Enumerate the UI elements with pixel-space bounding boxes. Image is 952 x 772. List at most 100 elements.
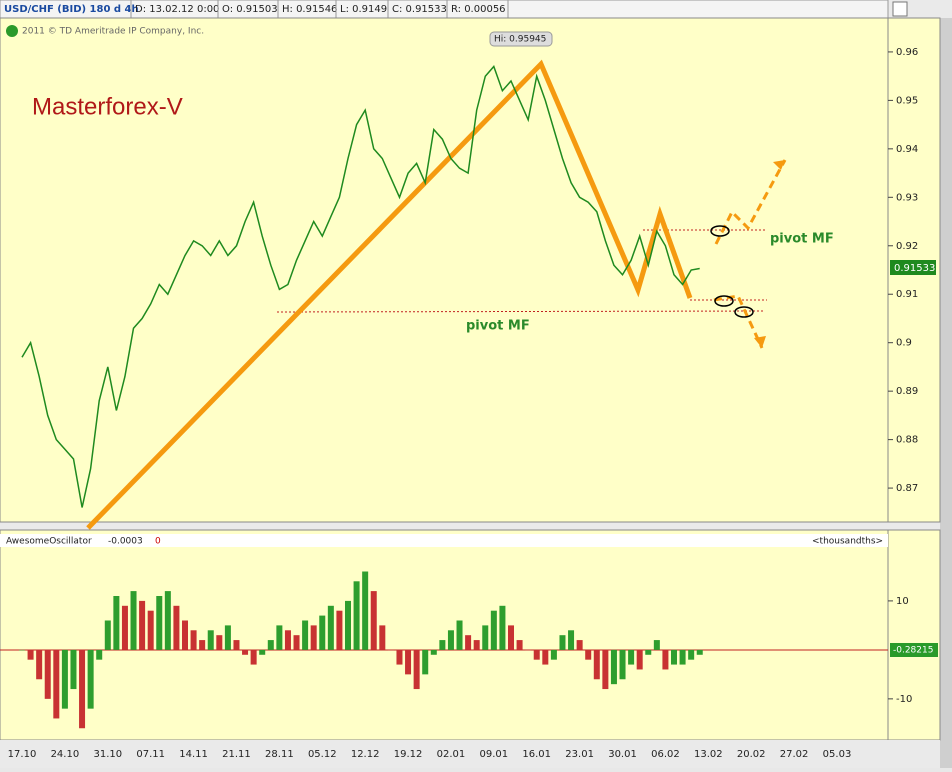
oscillator-bar — [499, 605, 506, 650]
oscillator-bar — [207, 630, 214, 650]
oscillator-bar — [310, 625, 317, 650]
range-field: R: 0.00056 — [451, 4, 506, 15]
x-tick-label: 16.01 — [522, 749, 551, 760]
x-tick-label: 27.02 — [780, 749, 809, 760]
high-label: Hi: 0.95945 — [494, 35, 546, 45]
oscillator-bar — [96, 649, 103, 660]
level-box — [890, 643, 938, 657]
x-tick-label: 21.11 — [222, 749, 251, 760]
oscillator-bar — [130, 591, 137, 650]
symbol: USD/CHF (BID) 180 d 4h — [4, 4, 139, 15]
oscillator-bar — [61, 649, 68, 709]
oscillator-bar — [362, 571, 369, 650]
oscillator-bar — [216, 635, 223, 650]
side-tabs — [940, 18, 952, 768]
y-tick-label: 0.92 — [896, 241, 918, 252]
copyright: 2011 © TD Ameritrade IP Company, Inc. — [22, 27, 204, 37]
x-tick-label: 13.02 — [694, 749, 723, 760]
oscillator-bar — [619, 649, 626, 680]
oscillator-bar — [276, 625, 283, 650]
open-field: O: 0.91503 — [222, 4, 278, 15]
y-tick-label: 0.91 — [896, 289, 918, 300]
oscillator-bar — [430, 649, 437, 655]
oscillator-bar — [79, 649, 86, 729]
last-price: 0.91533 — [894, 263, 935, 274]
y-tick-label: -10 — [896, 694, 912, 705]
x-tick-label: 07.11 — [136, 749, 165, 760]
oscillator-bar — [679, 649, 686, 665]
oscillator-bar — [302, 620, 309, 650]
oscillator-bar — [696, 649, 703, 655]
y-tick-label: 0.9 — [896, 338, 912, 349]
x-tick-label: 17.10 — [8, 749, 37, 760]
oscillator-bar — [319, 615, 326, 650]
x-tick-label: 28.11 — [265, 749, 294, 760]
projection-up — [714, 159, 787, 245]
oscillator-bar — [593, 649, 600, 680]
oscillator-bar — [147, 610, 154, 650]
oscillator-axis — [887, 529, 941, 741]
oscillator-bar — [36, 649, 43, 680]
x-tick-label: 02.01 — [437, 749, 466, 760]
oscillator-value: -0.0003 — [108, 537, 143, 547]
x-tick-label: 05.12 — [308, 749, 337, 760]
oscillator-name: AwesomeOscillator — [6, 537, 92, 547]
date-axis — [0, 740, 940, 768]
high-field: H: 0.91546 — [282, 4, 337, 15]
oscillator-bar — [585, 649, 592, 660]
x-tick-label: 19.12 — [394, 749, 423, 760]
oscillator-bar — [670, 649, 678, 665]
oscillator-bar — [507, 625, 515, 650]
oscillator-bar — [405, 649, 412, 675]
settings-button[interactable] — [892, 1, 908, 17]
oscillator-bar — [53, 649, 60, 719]
logo — [6, 25, 18, 37]
oscillator-bar — [516, 640, 523, 650]
oscillator-bar — [447, 630, 454, 650]
oscillator-bar — [27, 649, 34, 660]
oscillator-bar — [379, 625, 386, 650]
oscillator-bar — [525, 649, 532, 651]
oscillator-bar — [242, 649, 249, 655]
oscillator-bar — [190, 630, 197, 650]
x-tick-label: 20.02 — [737, 749, 766, 760]
y-tick-label: 0.87 — [896, 483, 918, 494]
oscillator-bar — [87, 649, 94, 709]
oscillator-bar — [456, 620, 463, 650]
oscillator-bar — [550, 649, 557, 660]
oscillator-bar — [653, 640, 660, 650]
oscillator-bar — [173, 605, 180, 650]
oscillator-bar — [70, 649, 77, 690]
oscillator-bar — [293, 635, 300, 650]
x-tick-label: 06.02 — [651, 749, 680, 760]
oscillator-bar — [344, 600, 352, 650]
oscillator-bar — [267, 640, 274, 650]
x-tick-label: 12.12 — [351, 749, 380, 760]
last-price-box — [890, 260, 936, 275]
high-label-box — [489, 31, 553, 47]
oscillator-bar — [224, 625, 231, 650]
oscillator-bar — [284, 630, 291, 650]
oscillator-bar — [662, 649, 669, 670]
marker — [714, 295, 734, 307]
marker — [710, 225, 730, 237]
price-line — [21, 65, 700, 508]
oscillator-bar — [688, 649, 695, 660]
oscillator-bar — [482, 625, 489, 650]
date-field: D: 13.02.12 0:00 — [135, 4, 219, 15]
pattern-line — [86, 59, 693, 530]
close-field: C: 0.91533 — [392, 4, 447, 15]
low-field: L: 0.9149 — [340, 4, 387, 15]
level-label: -0.28215 — [893, 646, 933, 656]
y-tick-label: 0.89 — [896, 386, 918, 397]
oscillator-bar — [259, 649, 266, 655]
oscillator-bar — [18, 649, 26, 651]
oscillator-bar — [439, 640, 446, 650]
price-panel — [0, 17, 889, 523]
x-tick-label: 31.10 — [93, 749, 122, 760]
oscillator-bar — [44, 649, 51, 699]
x-tick-label: 09.01 — [480, 749, 509, 760]
marker — [734, 306, 754, 318]
